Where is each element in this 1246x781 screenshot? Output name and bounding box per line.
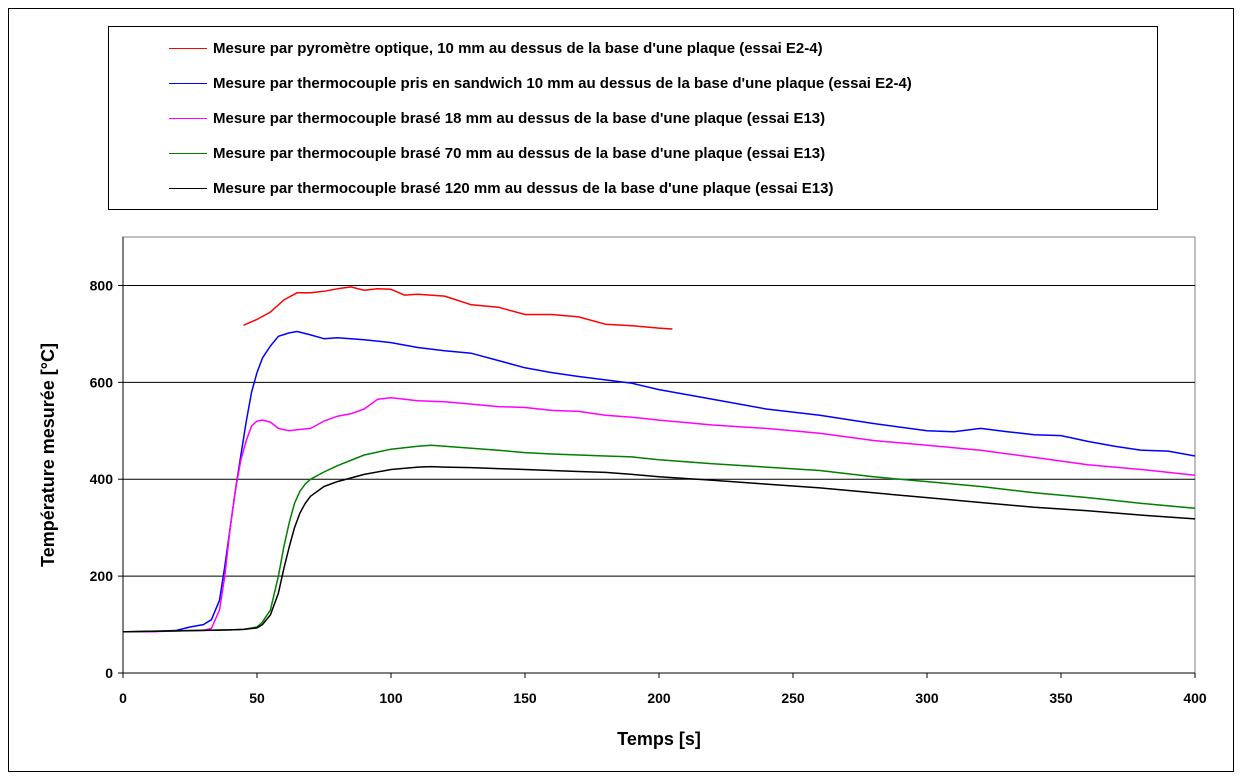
series-lines xyxy=(122,286,1196,633)
legend-label-thermocouple-sandwich: Mesure par thermocouple pris en sandwich… xyxy=(213,74,912,92)
legend-swatch-thermocouple-sandwich xyxy=(169,82,207,84)
y-tick-label: 600 xyxy=(90,374,114,390)
series-line-thermocouple-120mm xyxy=(122,465,1196,633)
series-line-pyrometre xyxy=(243,286,673,330)
x-tick-label: 400 xyxy=(1183,690,1207,706)
chart-legend: Mesure par pyromètre optique, 10 mm au d… xyxy=(108,26,1158,210)
x-tick-label: 300 xyxy=(915,690,939,706)
x-tick-label: 200 xyxy=(647,690,671,706)
y-axis-title: Température mesurée [°C] xyxy=(38,343,58,567)
x-tick-label: 100 xyxy=(379,690,403,706)
legend-entry-thermocouple-70mm: Mesure par thermocouple brasé 70 mm au d… xyxy=(169,140,825,166)
y-tick-label: 400 xyxy=(90,471,114,487)
y-tick-label: 800 xyxy=(90,277,114,293)
y-tick-label: 0 xyxy=(105,665,113,681)
legend-entry-pyrometre: Mesure par pyromètre optique, 10 mm au d… xyxy=(169,35,823,61)
legend-swatch-thermocouple-120mm xyxy=(169,187,207,189)
x-tick-label: 150 xyxy=(513,690,537,706)
gridlines xyxy=(123,284,1195,577)
legend-swatch-thermocouple-18mm xyxy=(169,117,207,119)
x-tick-label: 50 xyxy=(249,690,265,706)
x-tick-label: 250 xyxy=(781,690,805,706)
series-line-thermocouple-70mm xyxy=(122,444,1196,633)
series-line-thermocouple-18mm xyxy=(123,397,1196,633)
legend-entry-thermocouple-120mm: Mesure par thermocouple brasé 120 mm au … xyxy=(169,175,833,201)
plot-area xyxy=(122,236,1196,674)
legend-label-thermocouple-70mm: Mesure par thermocouple brasé 70 mm au d… xyxy=(213,144,826,162)
legend-label-thermocouple-120mm: Mesure par thermocouple brasé 120 mm au … xyxy=(213,179,834,197)
y-tick-label: 200 xyxy=(90,568,114,584)
legend-label-pyrometre: Mesure par pyromètre optique, 10 mm au d… xyxy=(213,39,823,57)
x-axis-title: Temps [s] xyxy=(617,729,701,749)
legend-swatch-thermocouple-70mm xyxy=(169,152,207,154)
series-line-thermocouple-sandwich xyxy=(123,330,1196,633)
y-axis-ticks: 0 200 400 600 800 xyxy=(90,277,123,681)
legend-swatch-pyrometre xyxy=(169,47,207,49)
x-axis-ticks: 0 50 100 150 200 250 300 350 400 xyxy=(119,673,1207,706)
legend-entry-thermocouple-18mm: Mesure par thermocouple brasé 18 mm au d… xyxy=(169,105,825,131)
x-tick-label: 0 xyxy=(119,690,127,706)
legend-label-thermocouple-18mm: Mesure par thermocouple brasé 18 mm au d… xyxy=(213,109,826,127)
legend-entry-thermocouple-sandwich: Mesure par thermocouple pris en sandwich… xyxy=(169,70,912,96)
x-tick-label: 350 xyxy=(1049,690,1073,706)
